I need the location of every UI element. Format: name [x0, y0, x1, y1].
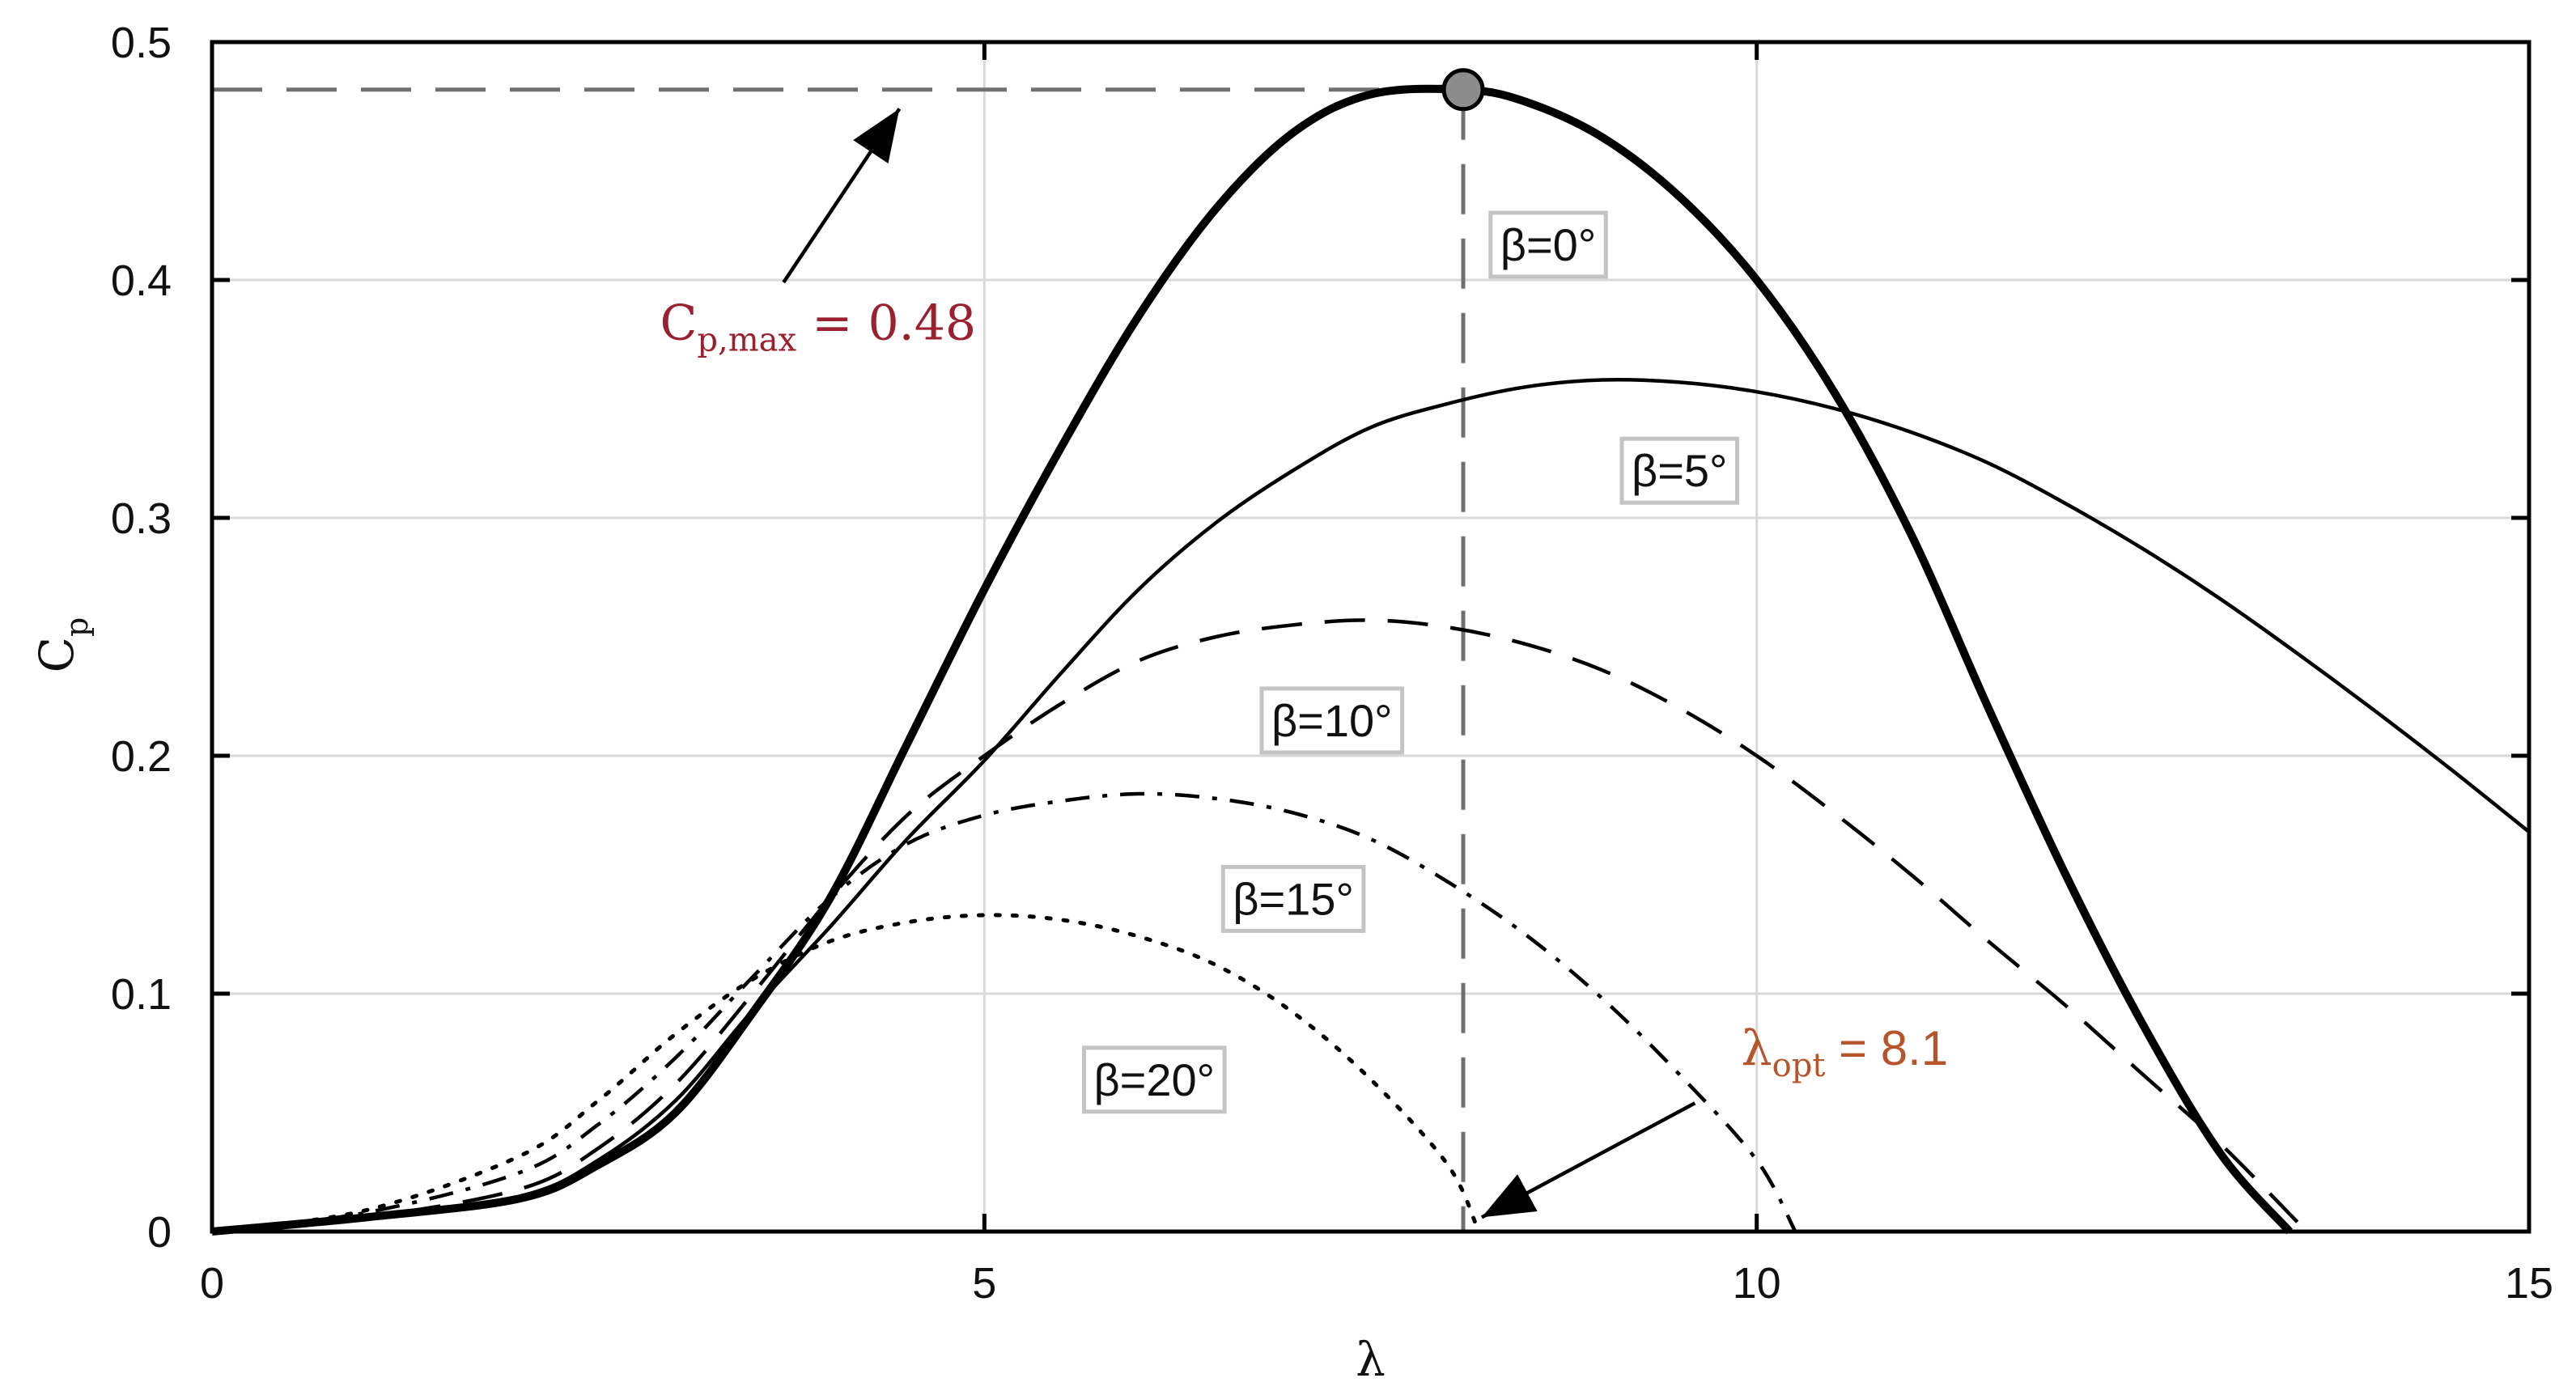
cpmax-value: = 0.48: [796, 295, 976, 352]
beta-label-box: [1220, 864, 1366, 933]
label-beta-20: β=20°: [1081, 1045, 1227, 1114]
beta-label-box: [1488, 210, 1608, 279]
annotation-arrows: [782, 108, 1696, 1219]
plot-frame: [210, 40, 2531, 1234]
beta-label-text: β=0°: [1500, 219, 1596, 270]
cpmax-sub: p,max: [697, 322, 796, 359]
beta-labels: β=0° β=5° β=10° β=15° β=20°: [1081, 210, 1739, 1114]
y-axis-label: Cp: [29, 617, 95, 673]
y-tick-label: 0.5: [111, 19, 172, 67]
curve-beta-10: [211, 618, 2299, 1234]
grid: [210, 40, 2531, 1233]
curves: [210, 84, 2531, 1236]
y-tick-label: 0.3: [111, 494, 172, 543]
curve-beta-5: [211, 377, 2531, 1234]
label-beta-0: β=0°: [1488, 210, 1608, 279]
x-tick-label: 15: [2505, 1259, 2553, 1308]
lambda-opt-arrow-head: [1481, 1174, 1538, 1218]
cpmax-arrow-head: [853, 108, 900, 163]
optimum-point-marker: [1441, 68, 1485, 112]
x-tick-label: 5: [972, 1259, 996, 1308]
y-axis-label-sub: p: [59, 617, 95, 637]
beta-label-text: β=5°: [1632, 445, 1727, 496]
beta-label-text: β=20°: [1093, 1054, 1215, 1105]
y-tick-label: 0.4: [111, 257, 172, 305]
x-tick-label: 0: [200, 1259, 224, 1308]
lambda-opt-main: λ: [1742, 1020, 1772, 1077]
lambda-opt-annotation: λopt = 8.1: [1742, 1020, 1949, 1084]
curve-beta-20: [210, 913, 1481, 1234]
x-tick-labels: 0 5 10 15: [200, 42, 2553, 1308]
beta-label-text: β=10°: [1271, 695, 1393, 746]
label-beta-10: β=10°: [1259, 686, 1405, 755]
y-axis-label-main: C: [29, 637, 84, 672]
lambda-opt-sub: opt: [1772, 1047, 1826, 1084]
y-tick-label: 0.1: [111, 970, 172, 1019]
label-beta-15: β=15°: [1220, 864, 1366, 933]
x-tick-label: 10: [1733, 1259, 1781, 1308]
y-tick-label: 0: [147, 1208, 172, 1257]
y-tick-label: 0.2: [111, 732, 172, 781]
optimum-guides: [212, 87, 1466, 1232]
curve-beta-0: [211, 84, 2293, 1236]
beta-label-box: [1619, 436, 1739, 505]
beta-label-box: [1081, 1045, 1227, 1114]
curve-beta-15: [211, 791, 1797, 1234]
cpmax-main: C: [660, 295, 698, 352]
cpmax-annotation: Cp,max = 0.48: [660, 295, 977, 359]
y-tick-labels: 0 0.1 0.2 0.3 0.4 0.5: [111, 19, 2529, 1257]
beta-label-text: β=15°: [1233, 873, 1354, 924]
label-beta-5: β=5°: [1619, 436, 1739, 505]
beta-label-box: [1259, 686, 1405, 755]
lambda-opt-value: = 8.1: [1825, 1021, 1948, 1075]
x-axis-label: λ: [1356, 1332, 1386, 1387]
